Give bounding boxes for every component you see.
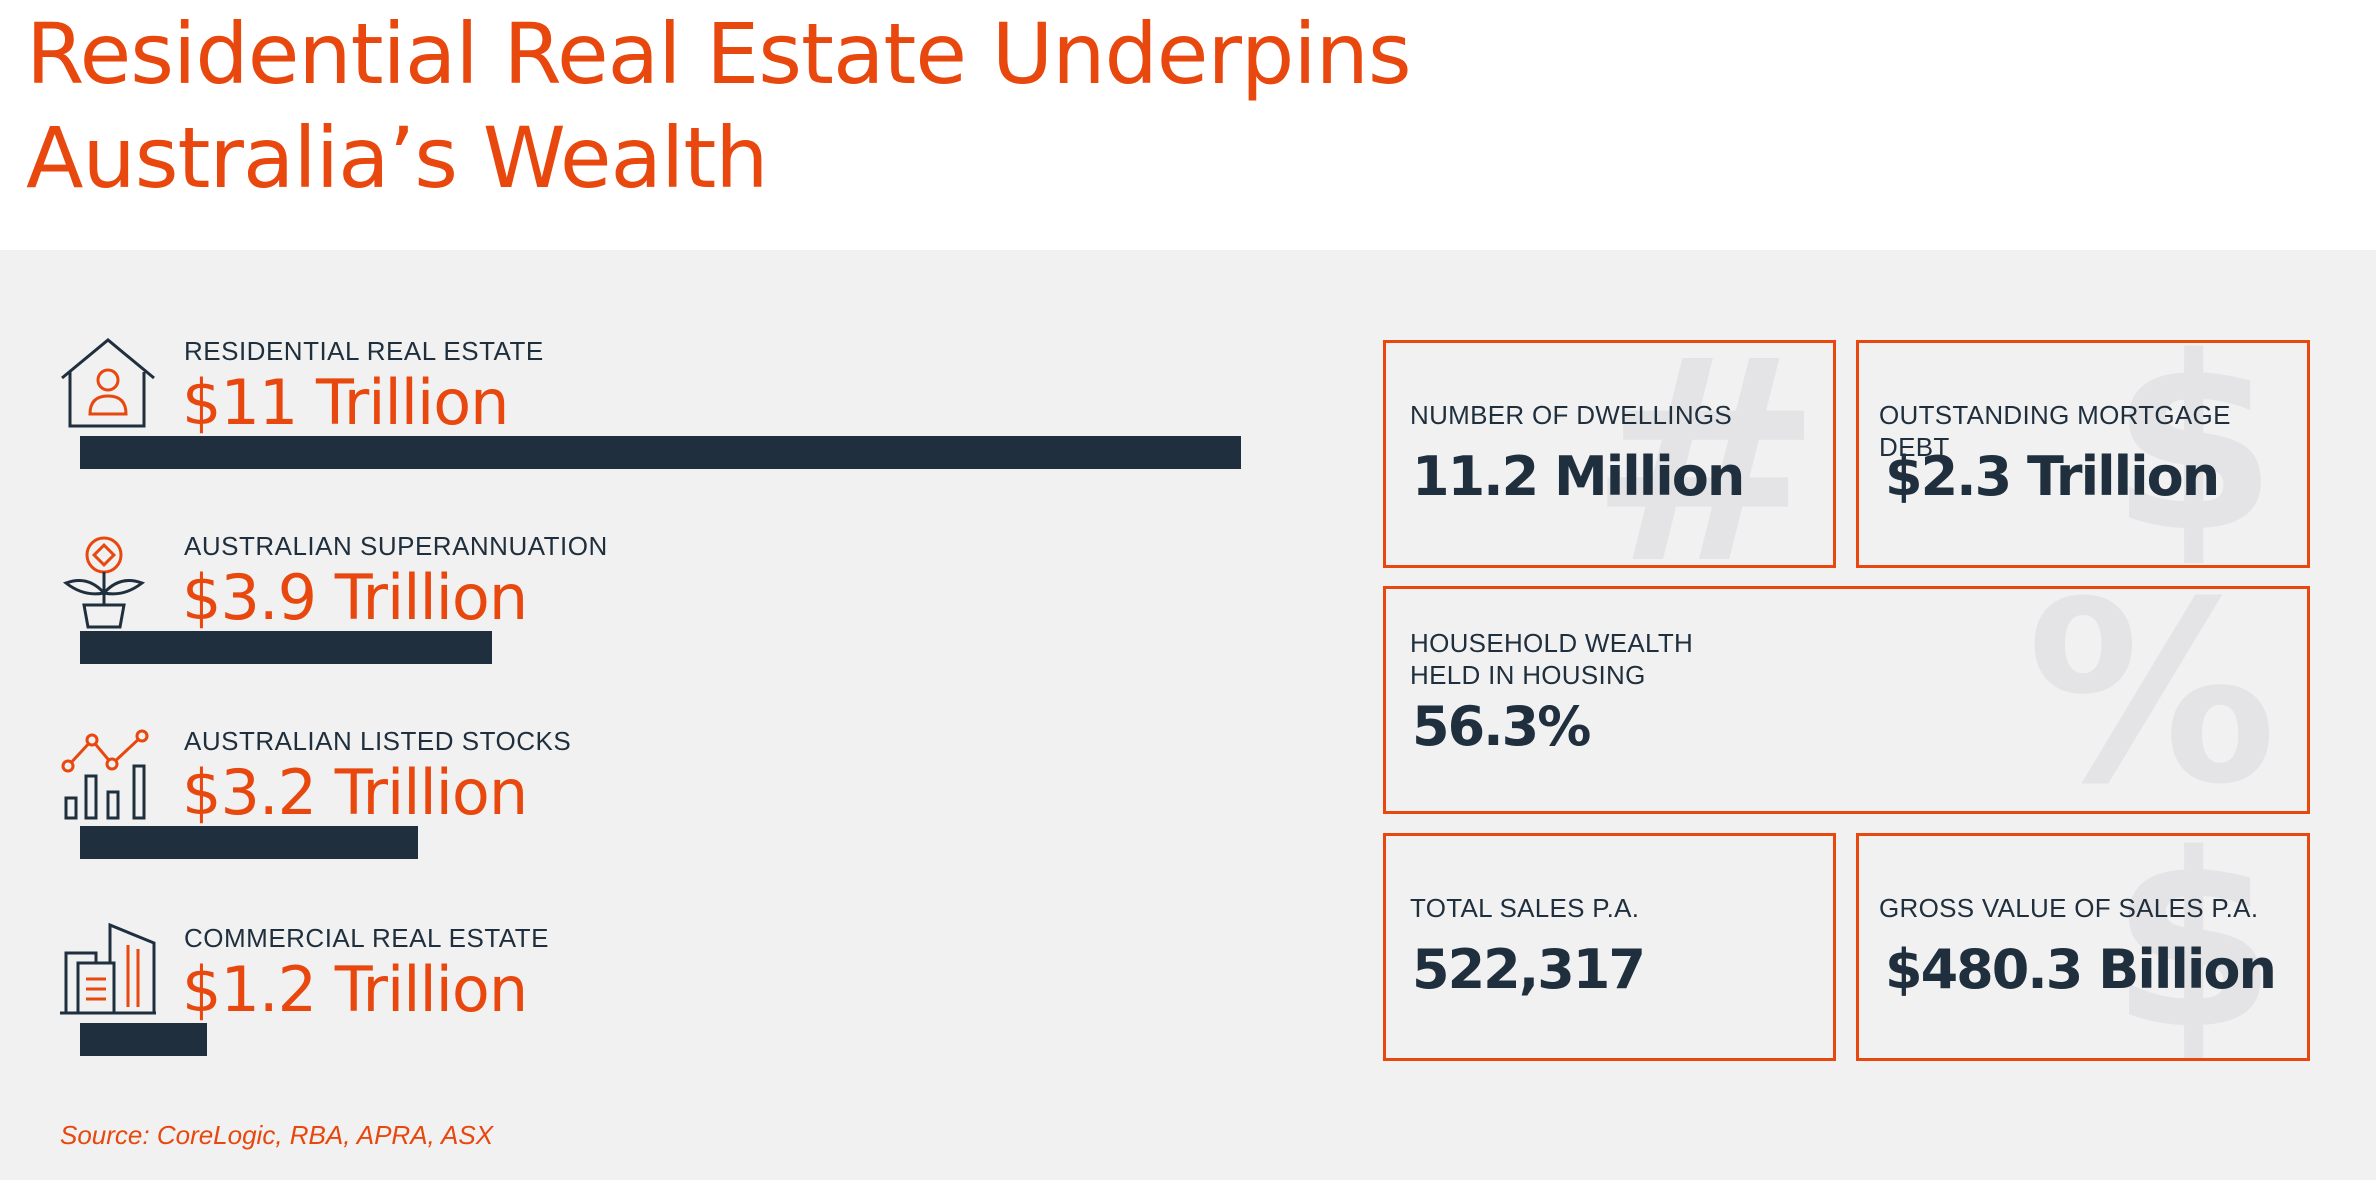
- bar-row-commercial-real-estate: Commercial Real Estate $1.2 Trillion: [0, 922, 1300, 1073]
- bar-row-australian-superannuation: Australian Superannuation $3.9 Trillion: [0, 531, 1300, 681]
- dollar-watermark-icon: $: [2110, 340, 2277, 568]
- bar-value-label: $3.9 Trillion: [182, 561, 528, 634]
- bar-value-label: $3.2 Trillion: [182, 756, 528, 829]
- stat-value: 522,317: [1412, 938, 1646, 1001]
- stat-card-number-of-dwellings: # Number of Dwellings 11.2 Million: [1383, 340, 1836, 568]
- bar-residential-real-estate: [80, 436, 1241, 469]
- bar-label: Commercial Real Estate: [184, 923, 549, 953]
- bar-australian-superannuation: [80, 631, 492, 664]
- stat-value: 56.3%: [1412, 695, 1591, 758]
- stat-card-total-sales: Total Sales P.A. 522,317: [1383, 833, 1836, 1061]
- bar-label: Australian Listed Stocks: [184, 726, 572, 756]
- stat-value: 11.2 Million: [1412, 445, 1745, 508]
- stat-value: $2.3 Trillion: [1885, 445, 2220, 508]
- bar-label: Australian Superannuation: [184, 531, 608, 561]
- bar-row-residential-real-estate: Residential Real Estate $11 Trillion: [0, 336, 1300, 486]
- bar-australian-listed-stocks: [80, 826, 418, 859]
- page-title: Residential Real Estate Underpins Austra…: [26, 2, 1412, 210]
- stat-label: Household Wealth Held in Housing: [1410, 627, 1693, 691]
- bar-value-label: $11 Trillion: [182, 366, 509, 439]
- stat-label: Gross Value of Sales P.A.: [1879, 893, 2259, 923]
- stat-label: Outstanding Mortgage Debt: [1879, 400, 2231, 462]
- stat-card-outstanding-mortgage-debt: $ Outstanding Mortgage Debt $2.3 Trillio…: [1856, 340, 2310, 568]
- house-person-icon: [58, 336, 158, 436]
- stat-card-household-wealth: % Household Wealth Held in Housing 56.3%: [1383, 586, 2310, 814]
- stat-value: $480.3 Billion: [1885, 938, 2277, 1001]
- bar-commercial-real-estate: [80, 1023, 207, 1056]
- percent-watermark-icon: %: [2026, 586, 2278, 814]
- stat-label: Total Sales P.A.: [1410, 893, 1640, 923]
- hash-watermark-icon: #: [1588, 340, 1823, 568]
- title-line-2: Australia’s Wealth: [26, 109, 769, 207]
- stock-chart-icon: [58, 726, 158, 826]
- bar-row-australian-listed-stocks: Australian Listed Stocks $3.2 Trillion: [0, 726, 1300, 876]
- stat-card-gross-value-of-sales: $ Gross Value of Sales P.A. $480.3 Billi…: [1856, 833, 2310, 1061]
- source-note: Source: CoreLogic, RBA, APRA, ASX: [60, 1120, 494, 1150]
- stat-label-line-2: Held in Housing: [1410, 660, 1646, 690]
- dollar-watermark-icon: $: [2110, 833, 2277, 1061]
- stat-label: Number of Dwellings: [1410, 400, 1733, 430]
- title-line-1: Residential Real Estate Underpins: [26, 5, 1412, 103]
- plant-coin-icon: [58, 531, 158, 631]
- office-building-icon: [58, 922, 158, 1023]
- bar-value-label: $1.2 Trillion: [182, 953, 528, 1026]
- stat-label-line-1: Household Wealth: [1410, 628, 1694, 658]
- bar-label: Residential Real Estate: [184, 336, 544, 366]
